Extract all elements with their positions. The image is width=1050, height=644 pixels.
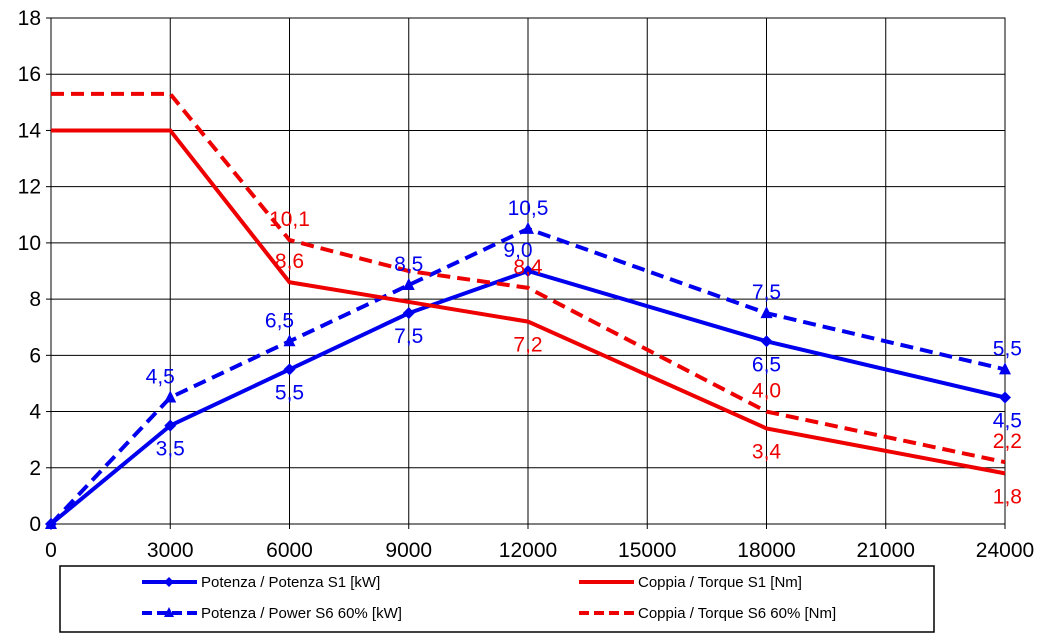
triangle-marker (522, 221, 534, 234)
y-tick-label: 6 (29, 344, 41, 367)
diamond-marker (402, 307, 415, 320)
data-label: 3,4 (752, 440, 782, 463)
y-tick-label: 10 (18, 232, 41, 255)
series-line-3 (51, 128, 1006, 476)
x-tick-label: 9000 (385, 539, 432, 562)
diamond-marker (522, 265, 534, 277)
data-label: 3,5 (156, 438, 185, 461)
triangle-marker (164, 390, 177, 403)
y-tick-label: 12 (18, 176, 41, 199)
data-label: 4,5 (146, 366, 175, 389)
triangle-marker (402, 278, 415, 291)
data-labels: 3,5 5,5 7,5 9,0 6,5 4,5 4,5 6,5 8,5 10,5 7,5 5,5 8,6… (146, 197, 1022, 509)
x-tick-label: 21000 (857, 539, 915, 562)
y-tick-label: 2 (29, 457, 41, 480)
y-tick-label: 4 (29, 401, 41, 424)
y-tick-label: 14 (18, 119, 42, 142)
legend-box (59, 565, 935, 633)
y-tick-label: 0 (29, 513, 41, 536)
triangle-marker (45, 517, 57, 529)
grid-lines (51, 17, 1005, 524)
diamond-marker (999, 391, 1011, 404)
data-label: 7,2 (513, 334, 542, 357)
data-label: 1,8 (993, 485, 1022, 508)
data-label: 6,5 (265, 309, 294, 332)
triangle-marker (760, 306, 773, 319)
legend-label: Coppia / Torque S6 60% [Nm] (638, 605, 836, 622)
legend-diamond-marker (164, 577, 174, 587)
data-label: 7,5 (394, 325, 423, 348)
data-label: 4,5 (993, 410, 1022, 433)
x-tick-label: 6000 (266, 539, 313, 562)
data-label: 5,5 (993, 337, 1022, 360)
y-tick-label: 18 (18, 7, 41, 30)
x-tick-label: 0 (45, 539, 57, 562)
legend-label: Potenza / Potenza S1 [kW] (201, 574, 380, 591)
legend-triangle-marker (164, 607, 174, 617)
x-tick-label: 3000 (147, 539, 194, 562)
x-tick-label: 24000 (976, 539, 1034, 562)
legend-label: Coppia / Torque S1 [Nm] (638, 574, 802, 591)
x-axis-ticks: 0 3000 6000 9000 12000 15000 18000 21000 24000 (45, 539, 1034, 562)
diamond-marker (164, 419, 177, 432)
series-line-4 (51, 91, 1006, 465)
data-label: 6,5 (752, 353, 781, 376)
data-label: 2,2 (993, 430, 1022, 453)
data-label: 7,5 (752, 281, 781, 304)
x-tick-label: 12000 (499, 539, 557, 562)
y-tick-label: 16 (18, 63, 41, 86)
x-tick-label: 15000 (618, 539, 676, 562)
legend: Potenza / Potenza S1 [kW] Potenza / Power… (59, 565, 935, 633)
data-label: 10,5 (508, 197, 549, 220)
data-label: 9,0 (503, 239, 532, 262)
triangle-marker (999, 362, 1011, 375)
data-label: 8,4 (513, 256, 543, 279)
data-label: 10,1 (269, 208, 310, 231)
triangle-marker (283, 334, 296, 347)
legend-label: Potenza / Power S6 60% [kW] (201, 605, 402, 622)
data-label: 8,6 (275, 250, 304, 273)
series-markers (45, 221, 1011, 530)
diamond-marker (283, 363, 296, 376)
y-axis-ticks: 0 2 4 6 8 10 12 14 16 18 (18, 7, 42, 536)
data-label: 4,0 (752, 380, 781, 403)
diamond-marker (760, 335, 773, 348)
y-tick-label: 8 (29, 288, 41, 311)
data-label: 5,5 (275, 381, 304, 404)
data-label: 8,5 (394, 253, 423, 276)
x-tick-label: 18000 (737, 539, 795, 562)
